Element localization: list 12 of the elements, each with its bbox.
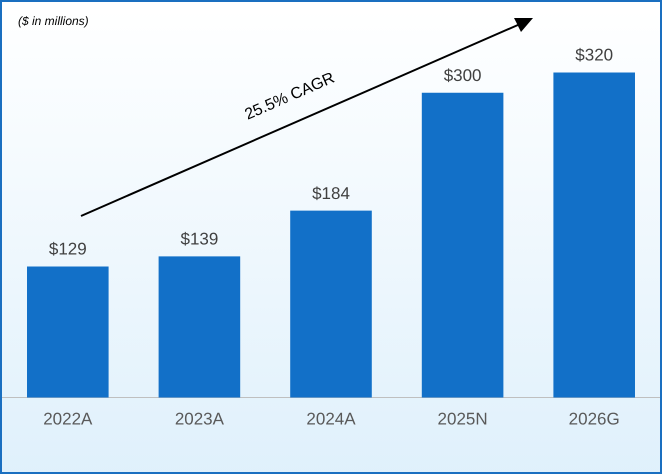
data-label: $129: [48, 240, 87, 259]
text: ($ in millions): [18, 14, 89, 28]
data-label: $139: [180, 230, 218, 249]
x-tick-label: 2026G: [568, 409, 620, 428]
x-tick-label: 2024A: [306, 409, 356, 428]
annotation: 25.5% CAGR: [242, 70, 338, 124]
data-label: $184: [312, 184, 350, 203]
x-tick-label: 2023A: [174, 409, 225, 428]
data-label: $300: [444, 66, 482, 85]
x-tick-label: 2025N: [438, 409, 488, 428]
x-tick-label: 2022A: [43, 409, 94, 428]
data-label: $320: [575, 46, 614, 65]
